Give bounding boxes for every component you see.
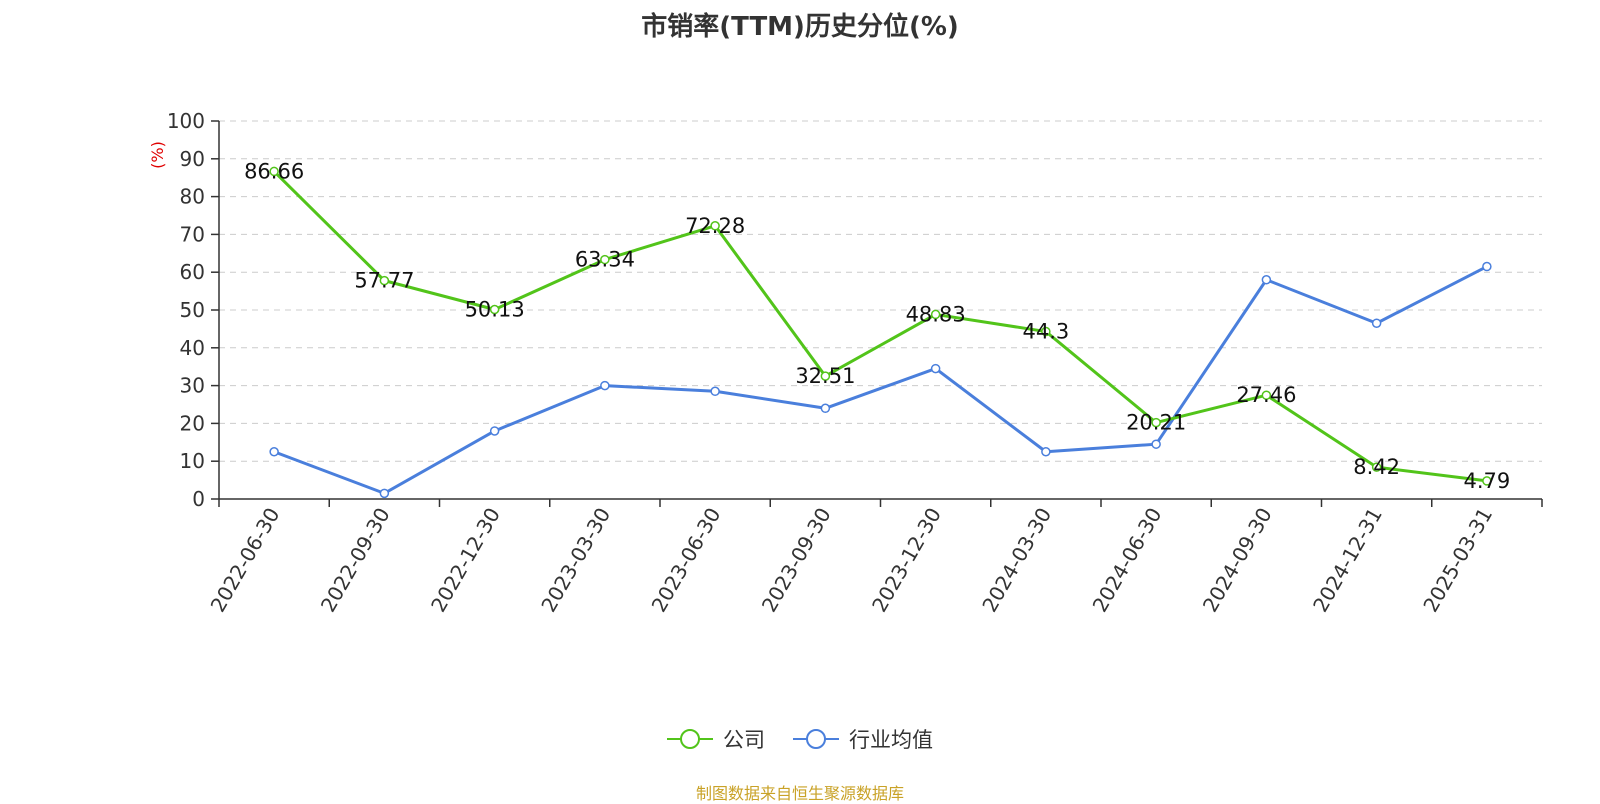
data-point (1371, 318, 1382, 328)
data-point (710, 221, 720, 231)
data-label: 72.28 (685, 214, 745, 238)
data-point (600, 380, 610, 391)
x-tick-label: 2025-03-31 (1418, 504, 1497, 617)
data-point (489, 304, 500, 315)
data-point (269, 166, 279, 177)
chart-title: 市销率(TTM)历史分位(%) (641, 12, 959, 42)
x-tick-label: 2022-12-30 (426, 504, 505, 617)
legend-swatch-company (667, 729, 713, 749)
y-tick-label: 50 (180, 298, 205, 322)
x-tick-label: 2023-12-30 (867, 504, 946, 617)
data-point (1482, 476, 1492, 486)
y-tick-label: 20 (180, 411, 205, 435)
x-tick-label: 2023-09-30 (757, 504, 836, 617)
data-point (1261, 390, 1272, 400)
data-point (379, 488, 390, 499)
data-point (820, 403, 831, 414)
data-label: 44.3 (1022, 320, 1069, 344)
data-point (930, 309, 941, 320)
data-point (1041, 447, 1051, 457)
y-tick-label: 100 (167, 109, 205, 133)
data-point (1041, 326, 1051, 337)
x-tick-label: 2024-12-31 (1308, 504, 1387, 617)
data-label: 63.34 (575, 248, 635, 272)
data-label: 32.51 (795, 364, 855, 388)
legend-item-industry-average[interactable]: 行业均值 (793, 724, 933, 754)
legend-label-company: 公司 (723, 728, 765, 752)
data-label: 8.42 (1353, 455, 1400, 479)
x-tick-label: 2023-03-30 (536, 504, 615, 617)
legend-item-company[interactable]: 公司 (667, 724, 765, 754)
legend-swatch-industry-average (793, 729, 839, 749)
data-point (930, 363, 941, 374)
y-axis-label: (%) (148, 141, 167, 169)
legend-label-industry-average: 行业均值 (849, 728, 933, 752)
data-point (600, 254, 610, 265)
source-note: 制图数据来自恒生聚源数据库 (695, 784, 904, 803)
x-tick-label: 2023-06-30 (647, 504, 726, 617)
series-line (273, 170, 1488, 483)
data-point (1261, 275, 1272, 285)
data-label: 20.21 (1126, 411, 1186, 435)
data-point (1371, 462, 1382, 472)
data-point (1151, 439, 1161, 449)
data-point (489, 426, 500, 436)
data-point (820, 371, 831, 381)
legend: 公司 行业均值 (0, 724, 1600, 754)
x-tick-label: 2022-09-30 (316, 504, 395, 617)
y-tick-label: 40 (180, 336, 205, 360)
y-tick-label: 60 (180, 260, 205, 284)
y-tick-label: 90 (180, 147, 205, 171)
data-label: 48.83 (906, 302, 966, 326)
data-label: 86.66 (244, 159, 304, 183)
data-point (269, 447, 279, 457)
data-label: 57.77 (354, 269, 414, 293)
y-tick-label: 30 (180, 374, 205, 398)
y-tick-label: 70 (180, 222, 205, 246)
y-tick-label: 10 (180, 449, 205, 473)
data-point (1482, 261, 1492, 272)
x-tick-label: 2022-06-30 (206, 504, 285, 617)
data-point (379, 275, 390, 286)
data-label: 27.46 (1236, 383, 1296, 407)
x-tick-label: 2024-06-30 (1088, 504, 1167, 617)
data-point (710, 386, 720, 397)
data-point (1151, 417, 1161, 428)
series-line (273, 265, 1488, 495)
data-label: 50.13 (465, 298, 525, 322)
y-tick-label: 80 (180, 185, 205, 209)
x-tick-label: 2024-09-30 (1198, 504, 1277, 617)
x-tick-label: 2024-03-30 (977, 504, 1056, 617)
data-label: 4.79 (1463, 469, 1510, 493)
y-tick-label: 0 (192, 487, 205, 511)
